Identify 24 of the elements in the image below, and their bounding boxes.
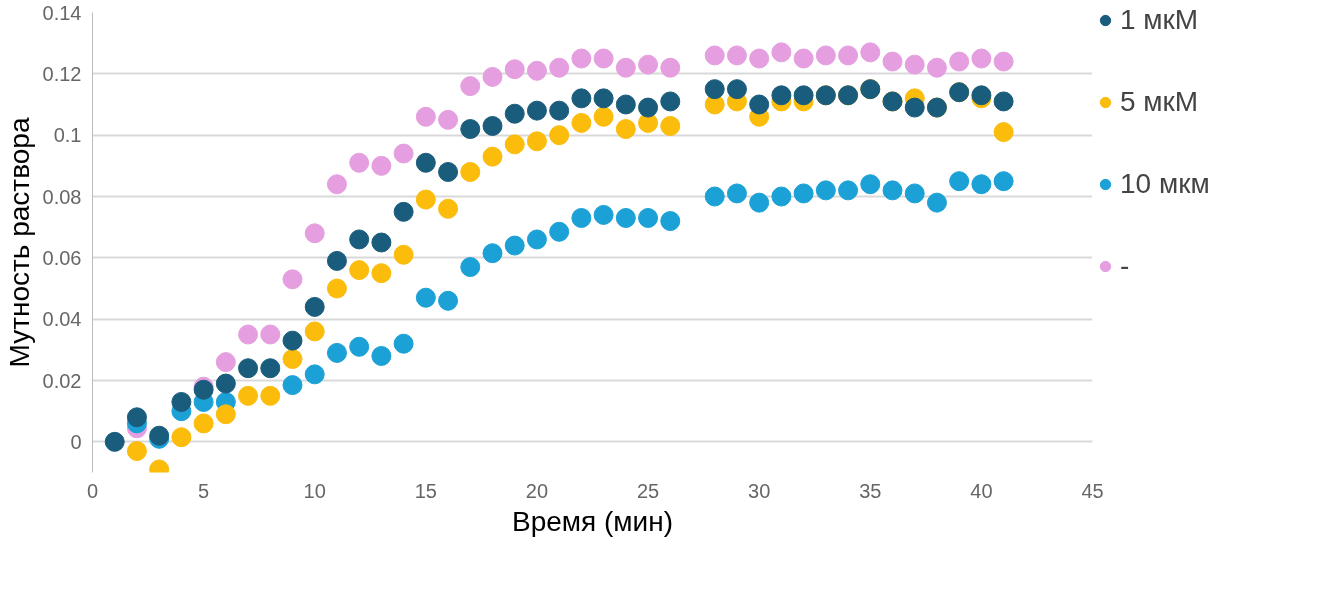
legend-label: 10 мкм xyxy=(1120,168,1210,200)
y-axis-title: Мутность раствора xyxy=(3,117,35,368)
y-tick-label: 0.08 xyxy=(42,185,82,208)
y-tick-label: 0.14 xyxy=(42,1,82,24)
y-tick-label: 0.04 xyxy=(42,308,82,331)
x-tick-label: 5 xyxy=(198,479,210,502)
y-tick-label: 0.06 xyxy=(42,246,82,269)
y-tick-label: 0 xyxy=(70,430,82,453)
x-tick-label: 15 xyxy=(414,479,437,502)
x-tick-label: 40 xyxy=(970,479,993,502)
legend-label: 1 мкМ xyxy=(1120,4,1199,36)
x-tick-label: 25 xyxy=(636,479,660,502)
y-tick-label: 0.02 xyxy=(42,369,82,392)
legend-label: 5 мкМ xyxy=(1120,86,1199,118)
x-tick-label: 0 xyxy=(86,479,99,502)
x-tick-label: 20 xyxy=(525,479,549,502)
y-tick-label: 0.1 xyxy=(53,124,82,147)
legend-label: - xyxy=(1120,250,1131,282)
x-axis-title: Время (мин) xyxy=(511,505,674,537)
x-tick-label: 10 xyxy=(303,479,326,502)
x-tick-label: 30 xyxy=(748,479,771,502)
x-tick-label: 35 xyxy=(859,479,882,502)
y-tick-label: 0.12 xyxy=(42,62,82,85)
x-tick-label: 45 xyxy=(1081,479,1104,502)
